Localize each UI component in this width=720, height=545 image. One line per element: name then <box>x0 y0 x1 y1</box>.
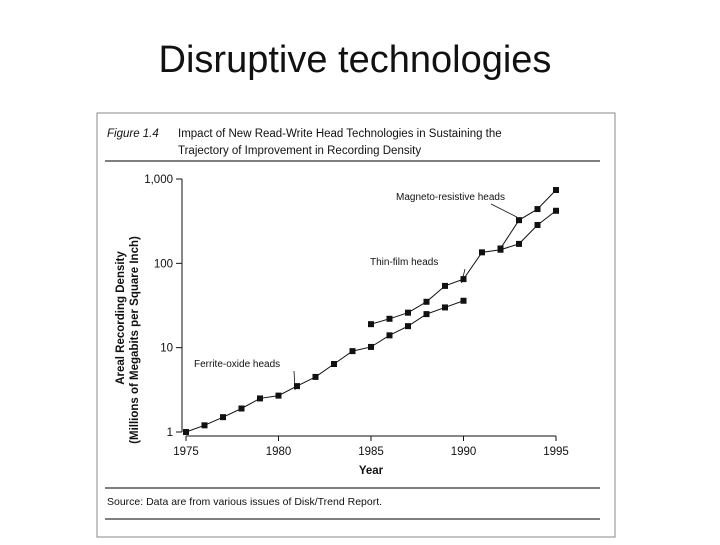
series-line <box>500 189 557 249</box>
data-point <box>275 392 282 399</box>
figure-label: Figure 1.4 <box>107 128 159 140</box>
data-point <box>553 187 559 194</box>
data-point <box>497 245 504 252</box>
data-point <box>238 405 245 412</box>
data-point <box>460 297 467 304</box>
data-point <box>349 348 356 355</box>
leader-line <box>461 268 466 284</box>
series-label: Ferrite-oxide heads <box>194 359 280 370</box>
data-point <box>460 276 467 283</box>
figure-title: Impact of New Read-Write Head Technologi… <box>178 128 502 140</box>
data-point <box>442 282 448 289</box>
data-point <box>220 414 226 421</box>
y-axis-label: Areal Recording Density <box>115 251 127 385</box>
data-point <box>534 221 541 228</box>
data-point <box>534 206 541 213</box>
x-tick-label: 1985 <box>358 446 384 458</box>
data-point <box>479 249 485 256</box>
data-point <box>312 373 319 380</box>
data-point <box>442 304 448 311</box>
y-tick-label: 1,000 <box>144 174 173 186</box>
data-point <box>386 332 393 339</box>
leader-line <box>293 370 296 391</box>
x-tick-label: 1990 <box>451 446 477 458</box>
figure-frame <box>96 112 616 538</box>
x-tick-label: 1995 <box>543 446 569 458</box>
data-point <box>423 311 430 318</box>
data-point <box>386 315 393 322</box>
source-note: Source: Data are from various issues of … <box>107 496 382 508</box>
y-tick-label: 10 <box>160 343 173 355</box>
series-label: Thin-film heads <box>370 257 438 268</box>
data-point <box>331 361 337 368</box>
data-point <box>368 343 374 350</box>
slide-title: Disruptive technologies <box>159 39 552 81</box>
series-line <box>185 300 464 433</box>
data-point <box>553 207 559 214</box>
leader-line <box>490 203 518 218</box>
figure-title: Trajectory of Improvement in Recording D… <box>178 145 421 157</box>
data-point <box>257 395 263 402</box>
x-tick-label: 1980 <box>266 446 292 458</box>
data-point <box>516 217 522 224</box>
data-point <box>294 383 300 390</box>
data-point <box>201 422 208 429</box>
data-point <box>405 323 411 330</box>
data-point <box>405 309 411 316</box>
y-axis-label: (Millions of Megabits per Square Inch) <box>129 236 141 444</box>
data-point <box>423 298 430 305</box>
x-tick-label: 1975 <box>173 446 199 458</box>
data-point <box>368 321 374 328</box>
series-label: Magneto-resistive heads <box>396 192 505 203</box>
data-point <box>183 429 189 435</box>
x-axis-label: Year <box>359 465 384 477</box>
y-tick-label: 100 <box>154 258 173 270</box>
data-point <box>516 240 522 247</box>
y-tick-label: 1 <box>167 427 173 439</box>
